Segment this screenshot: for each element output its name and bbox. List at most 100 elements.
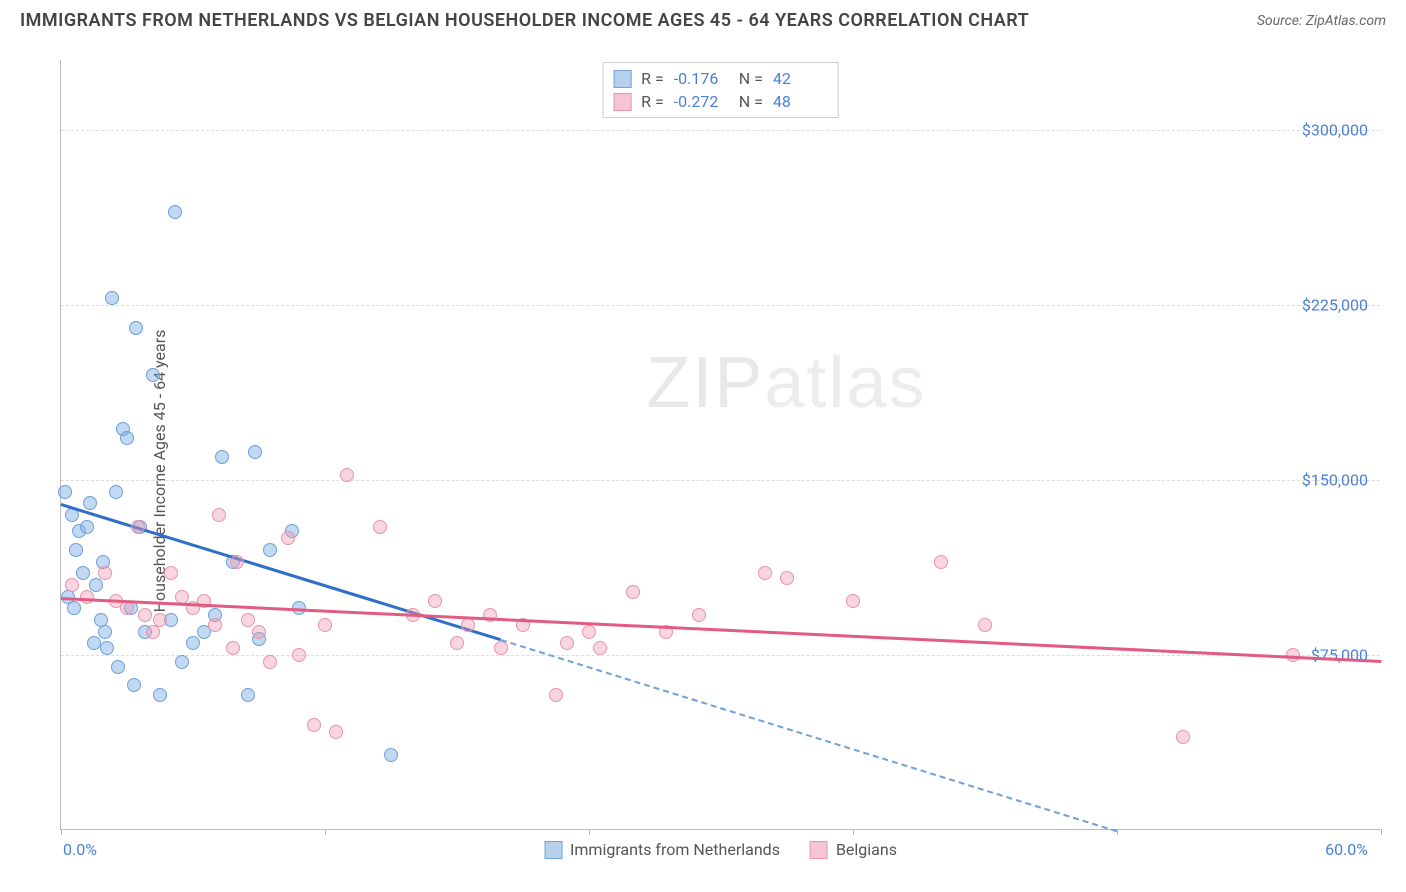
data-point-netherlands (105, 291, 119, 305)
data-point-belgians (934, 555, 948, 569)
data-point-belgians (373, 520, 387, 534)
data-point-belgians (450, 636, 464, 650)
x-tick (853, 829, 854, 835)
chart-title: IMMIGRANTS FROM NETHERLANDS VS BELGIAN H… (20, 10, 1029, 31)
data-point-netherlands (129, 321, 143, 335)
x-tick (325, 829, 326, 835)
data-point-belgians (692, 608, 706, 622)
n-label: N = (739, 92, 763, 111)
data-point-belgians (329, 725, 343, 739)
data-point-belgians (208, 618, 222, 632)
data-point-netherlands (76, 566, 90, 580)
data-point-netherlands (98, 625, 112, 639)
y-tick-label: $150,000 (1302, 471, 1368, 490)
y-tick-label: $300,000 (1302, 121, 1368, 140)
swatch-belgians (613, 93, 631, 111)
trend-line (501, 639, 1118, 832)
data-point-belgians (252, 625, 266, 639)
data-point-belgians (978, 618, 992, 632)
data-point-belgians (120, 601, 134, 615)
y-tick-label: $225,000 (1302, 296, 1368, 315)
data-point-netherlands (69, 543, 83, 557)
swatch-belgians (810, 841, 828, 859)
data-point-belgians (780, 571, 794, 585)
gridline (61, 655, 1380, 656)
swatch-netherlands (613, 70, 631, 88)
stats-row-belgians: R =-0.272N =48 (613, 90, 828, 113)
data-point-netherlands (263, 543, 277, 557)
data-point-belgians (582, 625, 596, 639)
chart-container: Householder Income Ages 45 - 64 years ZI… (0, 50, 1406, 892)
swatch-netherlands (544, 841, 562, 859)
legend-label: Immigrants from Netherlands (570, 840, 780, 859)
data-point-belgians (758, 566, 772, 580)
data-point-belgians (593, 641, 607, 655)
legend-item-belgians: Belgians (810, 840, 897, 859)
gridline (61, 480, 1380, 481)
plot-area: ZIPatlas R =-0.176N =42R =-0.272N =48 0.… (60, 60, 1380, 830)
x-axis-max-label: 60.0% (1325, 840, 1368, 859)
data-point-belgians (98, 566, 112, 580)
y-tick-label: $75,000 (1311, 646, 1368, 665)
stats-legend: R =-0.176N =42R =-0.272N =48 (602, 62, 839, 118)
data-point-netherlands (153, 688, 167, 702)
legend-label: Belgians (836, 840, 897, 859)
data-point-belgians (241, 613, 255, 627)
x-tick (1381, 829, 1382, 835)
source-attribution: Source: ZipAtlas.com (1257, 13, 1386, 29)
data-point-netherlands (175, 655, 189, 669)
data-point-belgians (138, 608, 152, 622)
data-point-belgians (164, 566, 178, 580)
r-value: -0.176 (674, 69, 729, 88)
data-point-belgians (212, 508, 226, 522)
data-point-netherlands (215, 450, 229, 464)
data-point-belgians (230, 555, 244, 569)
data-point-belgians (846, 594, 860, 608)
n-value: 42 (773, 69, 828, 88)
gridline (61, 305, 1380, 306)
data-point-belgians (340, 468, 354, 482)
data-point-netherlands (384, 748, 398, 762)
n-label: N = (739, 69, 763, 88)
trend-line (61, 503, 502, 641)
data-point-belgians (307, 718, 321, 732)
data-point-netherlands (248, 445, 262, 459)
x-axis-min-label: 0.0% (63, 840, 97, 859)
data-point-belgians (461, 618, 475, 632)
data-point-belgians (65, 578, 79, 592)
x-tick (61, 829, 62, 835)
data-point-belgians (318, 618, 332, 632)
legend-item-netherlands: Immigrants from Netherlands (544, 840, 780, 859)
data-point-belgians (153, 613, 167, 627)
x-tick (589, 829, 590, 835)
stats-row-netherlands: R = -0.176 N = 42 (613, 67, 828, 90)
data-point-belgians (1176, 730, 1190, 744)
r-label: R = (641, 92, 664, 111)
data-point-netherlands (146, 368, 160, 382)
data-point-belgians (131, 520, 145, 534)
data-point-belgians (494, 641, 508, 655)
data-point-belgians (281, 531, 295, 545)
data-point-netherlands (58, 485, 72, 499)
r-label: R = (641, 69, 664, 88)
data-point-belgians (428, 594, 442, 608)
data-point-netherlands (168, 205, 182, 219)
data-point-netherlands (186, 636, 200, 650)
data-point-belgians (292, 648, 306, 662)
r-value: -0.272 (674, 92, 729, 111)
data-point-belgians (560, 636, 574, 650)
series-legend: Immigrants from Netherlands Belgians (544, 840, 897, 859)
data-point-belgians (263, 655, 277, 669)
data-point-netherlands (83, 496, 97, 510)
data-point-netherlands (80, 520, 94, 534)
data-point-netherlands (109, 485, 123, 499)
data-point-belgians (626, 585, 640, 599)
watermark: ZIPatlas (646, 342, 926, 424)
data-point-netherlands (120, 431, 134, 445)
data-point-netherlands (87, 636, 101, 650)
data-point-belgians (549, 688, 563, 702)
data-point-belgians (226, 641, 240, 655)
gridline (61, 130, 1380, 131)
data-point-netherlands (127, 678, 141, 692)
data-point-netherlands (111, 660, 125, 674)
